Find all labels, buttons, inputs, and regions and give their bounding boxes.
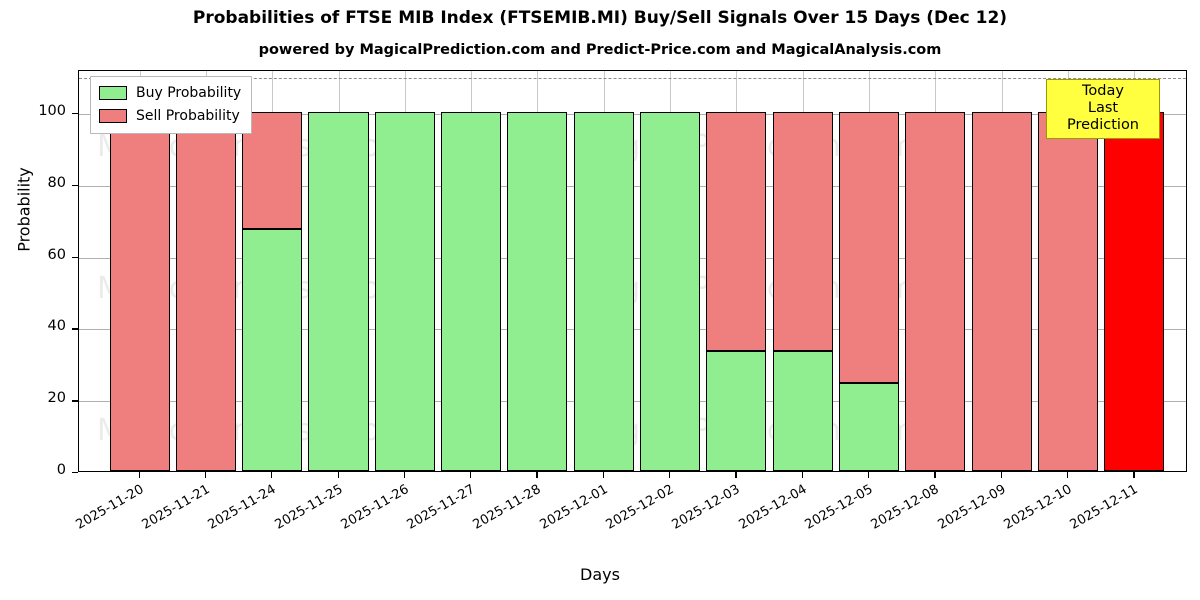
legend-swatch-buy-icon [99,86,127,100]
x-tick-mark [271,472,273,478]
x-tick-mark [403,472,406,478]
bar-2025-12-08[interactable] [905,71,966,471]
bar-segment-buy[interactable] [706,351,767,471]
legend-item-sell: Sell Probability [99,106,241,126]
bar-2025-12-01[interactable] [573,71,634,471]
y-tick-mark [72,472,78,474]
today-annotation-line1: Today [1082,83,1124,99]
chart-legend: Buy Probability Sell Probability [90,76,253,134]
x-tick-mark [536,472,538,478]
bar-2025-11-26[interactable] [374,71,435,471]
x-tick-mark [138,472,140,478]
y-tick-mark [72,328,78,330]
y-tick-mark [72,256,78,258]
legend-label-buy: Buy Probability [136,85,242,101]
legend-swatch-sell-icon [99,109,127,123]
bar-segment-buy[interactable] [507,112,568,471]
y-tick-mark [72,400,78,402]
x-tick-mark [735,472,737,478]
y-tick-label: 60 [47,246,66,263]
legend-item-buy: Buy Probability [99,83,241,103]
bar-segment-sell[interactable] [109,112,170,471]
y-tick-label: 20 [47,390,66,407]
bar-2025-12-02[interactable] [640,71,701,471]
x-tick-mark [669,472,671,478]
bar-segment-sell[interactable] [175,112,236,471]
x-tick-mark [470,472,472,478]
y-tick-label: 40 [47,318,66,335]
reference-dashed-line [79,78,1186,80]
bar-segment-sell[interactable] [971,112,1032,471]
y-tick-mark [72,184,78,187]
y-axis-title: Probability [14,167,34,252]
y-tick-mark [72,113,78,115]
bar-segment-sell[interactable] [1038,112,1099,471]
bar-segment-sell[interactable] [905,112,966,471]
x-tick-mark [337,472,339,478]
bar-2025-11-21[interactable] [175,71,236,471]
bar-segment-sell[interactable] [706,112,767,352]
bar-2025-11-24[interactable] [242,71,303,471]
x-tick-mark [602,472,605,478]
bar-2025-12-11[interactable] [1104,71,1165,471]
x-tick-mark [801,472,804,478]
bar-segment-buy[interactable] [640,112,701,471]
x-tick-mark [934,472,936,478]
bar-2025-11-27[interactable] [441,71,502,471]
bar-2025-12-04[interactable] [772,71,833,471]
bar-segment-buy[interactable] [573,112,634,471]
x-tick-mark [868,472,870,478]
y-tick-label: 80 [47,174,66,191]
bar-segment-buy[interactable] [441,112,502,471]
today-annotation-line2: Last Prediction [1066,100,1140,134]
bar-segment-today[interactable] [1104,112,1165,471]
bar-2025-11-28[interactable] [507,71,568,471]
x-tick-mark [1133,472,1135,478]
bar-2025-11-20[interactable] [109,71,170,471]
today-annotation: Today Last Prediction [1046,79,1160,140]
x-tick-mark [1000,472,1003,478]
bar-segment-buy[interactable] [308,112,369,471]
bar-segment-buy[interactable] [374,112,435,471]
chart-subtitle: powered by MagicalPrediction.com and Pre… [258,42,942,58]
y-tick-label: 0 [56,462,66,478]
chart-title: Probabilities of FTSE MIB Index (FTSEMIB… [192,8,1008,28]
bar-segment-sell[interactable] [772,112,833,352]
x-axis-title: Days [580,565,620,584]
x-tick-mark [204,472,207,478]
bar-2025-12-10[interactable] [1038,71,1099,471]
bar-segment-sell[interactable] [839,112,900,384]
bar-segment-buy[interactable] [242,228,303,471]
bar-2025-12-03[interactable] [706,71,767,471]
bar-segment-sell[interactable] [242,112,303,229]
x-tick-mark [1067,472,1069,478]
y-tick-label: 100 [38,103,66,120]
bar-segment-buy[interactable] [839,383,900,471]
bar-2025-11-25[interactable] [308,71,369,471]
bar-2025-12-09[interactable] [971,71,1032,471]
bar-2025-12-05[interactable] [839,71,900,471]
legend-label-sell: Sell Probability [136,108,240,124]
bar-segment-buy[interactable] [772,351,833,471]
